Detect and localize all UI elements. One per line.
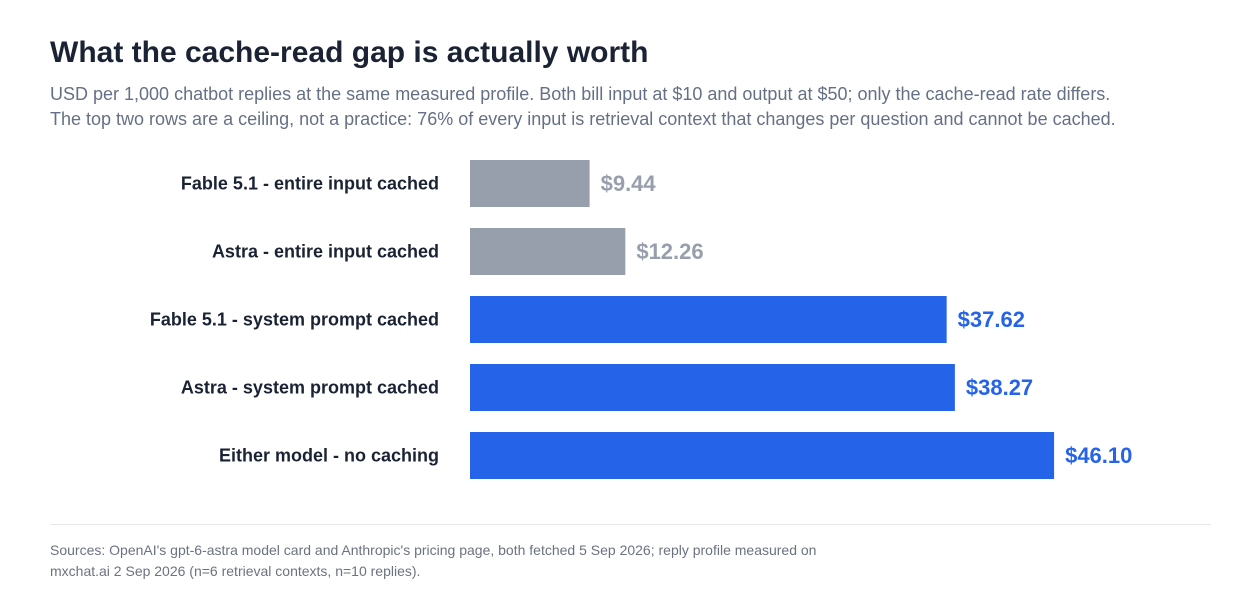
subtitle-line-1: USD per 1,000 chatbot replies at the sam…	[50, 84, 1111, 104]
category-label: Astra - system prompt cached	[181, 378, 439, 398]
bar	[470, 432, 1055, 479]
category-label: Either model - no caching	[219, 446, 439, 466]
chart-title: What the cache-read gap is actually wort…	[50, 36, 649, 69]
bar-row: Astra - entire input cached $12.26	[212, 228, 704, 275]
bar-row: Fable 5.1 - entire input cached $9.44	[181, 160, 657, 207]
category-label: Fable 5.1 - entire input cached	[181, 174, 439, 194]
footer-divider	[50, 524, 1211, 525]
bar	[470, 228, 626, 275]
bar-row: Either model - no caching $46.10	[219, 432, 1132, 479]
bar	[470, 364, 955, 411]
value-label: $9.44	[601, 171, 657, 196]
sources-line-1: Sources: OpenAI's gpt-6-astra model card…	[50, 542, 817, 558]
sources-note: Sources: OpenAI's gpt-6-astra model card…	[50, 540, 910, 582]
category-label: Fable 5.1 - system prompt cached	[150, 310, 439, 330]
value-label: $12.26	[636, 239, 703, 264]
category-label: Astra - entire input cached	[212, 242, 439, 262]
value-label: $37.62	[958, 307, 1025, 332]
bar	[470, 296, 947, 343]
bar	[470, 160, 590, 207]
bar-row: Fable 5.1 - system prompt cached $37.62	[150, 296, 1025, 343]
value-label: $38.27	[966, 375, 1033, 400]
sources-line-2: mxchat.ai 2 Sep 2026 (n=6 retrieval cont…	[50, 563, 421, 579]
chart-subtitle: USD per 1,000 chatbot replies at the sam…	[50, 82, 1116, 132]
value-label: $46.10	[1065, 443, 1132, 468]
bar-row: Astra - system prompt cached $38.27	[181, 364, 1033, 411]
subtitle-line-2: The top two rows are a ceiling, not a pr…	[50, 109, 1116, 129]
